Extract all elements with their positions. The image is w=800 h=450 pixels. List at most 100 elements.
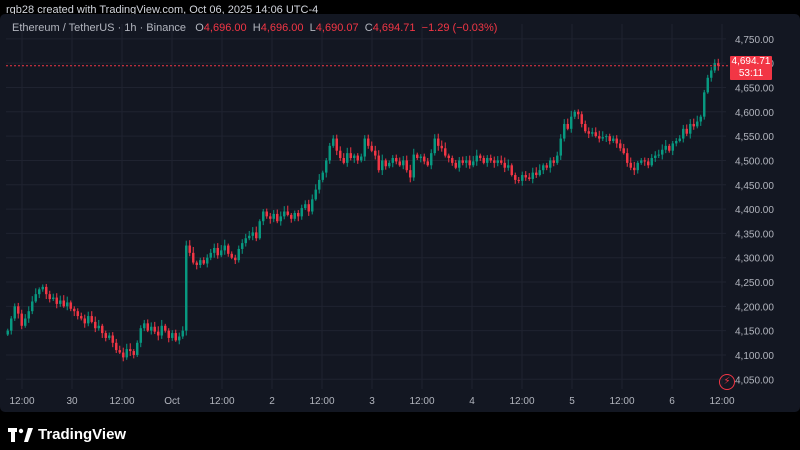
- candle-body: [405, 160, 408, 171]
- candle-body: [244, 238, 247, 244]
- candle-body: [654, 155, 657, 159]
- candle-body: [45, 286, 48, 295]
- candle-body: [132, 351, 135, 355]
- last-price-tag: 4,694.71 53:11: [730, 56, 772, 80]
- x-tick-label: 12:00: [509, 396, 534, 407]
- open-value: 4,696.00: [203, 22, 247, 34]
- candle-body: [580, 114, 583, 124]
- candle-body: [353, 155, 356, 159]
- candle-body: [241, 243, 244, 249]
- lightning-icon[interactable]: ⚡: [719, 374, 735, 390]
- candle-body: [311, 199, 314, 212]
- candle-body: [619, 143, 622, 149]
- candle-body: [150, 326, 153, 331]
- candle-body: [430, 153, 433, 166]
- candle-body: [269, 216, 272, 219]
- close-key: C: [364, 22, 373, 34]
- candle-body: [41, 286, 44, 290]
- candle-body: [38, 289, 41, 295]
- candle-body: [566, 123, 569, 129]
- x-tick-label: 6: [669, 396, 675, 407]
- chart-grid: [6, 24, 726, 389]
- candle-body: [538, 170, 541, 176]
- candle-body: [664, 145, 667, 150]
- candle-body: [395, 158, 398, 162]
- candle-body: [297, 212, 300, 217]
- candle-body: [521, 175, 524, 181]
- candle-body: [468, 160, 471, 166]
- x-tick-label: 12:00: [109, 396, 134, 407]
- x-tick-label: 3: [369, 396, 375, 407]
- low-value: 4,690.07: [315, 22, 359, 34]
- candle-body: [143, 323, 146, 329]
- candle-body: [465, 160, 468, 163]
- candle-body: [486, 158, 489, 163]
- tradingview-footer: TradingView: [8, 424, 126, 446]
- candle-body: [629, 162, 632, 168]
- candle-body: [185, 245, 188, 331]
- candle-body: [594, 132, 597, 137]
- candle-body: [188, 245, 191, 253]
- candle-body: [552, 160, 555, 163]
- x-tick-label: 5: [569, 396, 575, 407]
- candle-body: [325, 160, 328, 173]
- candle-body: [307, 204, 310, 212]
- candle-body: [451, 158, 454, 163]
- candle-body: [90, 316, 93, 322]
- candles: [6, 58, 720, 362]
- chart-panel[interactable]: 4,050.00 4,100.00 4,150.00 4,200.00 4,250.00…: [0, 14, 800, 412]
- candle-body: [237, 248, 240, 261]
- candle-body: [13, 306, 16, 319]
- candle-body: [458, 160, 461, 168]
- candle-body: [286, 211, 289, 215]
- candle-body: [514, 175, 517, 180]
- y-tick-label: 4,250.00: [735, 278, 774, 289]
- y-tick-label: 4,200.00: [735, 302, 774, 313]
- candle-body: [171, 333, 174, 338]
- candle-body: [612, 138, 615, 141]
- candle-body: [556, 155, 559, 163]
- y-tick-label: 4,350.00: [735, 229, 774, 240]
- y-tick-label: 4,650.00: [735, 83, 774, 94]
- candle-body: [605, 136, 608, 138]
- candle-body: [125, 349, 128, 358]
- candle-body: [146, 323, 149, 331]
- candle-body: [234, 257, 237, 261]
- top-bar: rgb28 created with TradingView.com, Oct …: [0, 0, 800, 20]
- candle-body: [248, 235, 251, 239]
- bar-countdown: 53:11: [738, 68, 764, 79]
- candle-body: [272, 213, 275, 219]
- candle-body: [584, 123, 587, 132]
- candle-body: [48, 294, 51, 300]
- candle-body: [360, 156, 363, 161]
- candle-body: [496, 160, 499, 163]
- y-tick-label: 4,450.00: [735, 181, 774, 192]
- candle-body: [461, 160, 464, 163]
- x-tick-label: 12:00: [409, 396, 434, 407]
- candle-body: [374, 150, 377, 156]
- candle-body: [416, 154, 419, 159]
- candle-body: [178, 336, 181, 341]
- candle-body: [346, 153, 349, 163]
- candle-body: [265, 211, 268, 217]
- candle-body: [643, 160, 646, 162]
- candle-body: [10, 318, 13, 331]
- candle-body: [227, 245, 230, 254]
- candle-body: [507, 165, 510, 168]
- candle-body: [255, 232, 258, 239]
- candle-body: [76, 311, 79, 317]
- y-tick-label: 4,100.00: [735, 351, 774, 362]
- candle-body: [626, 153, 629, 163]
- candle-body: [34, 294, 37, 302]
- time-axis: 12:00 30 12:00 Oct 12:00 2 12:00 3 12:00 4 12:00 5 1…: [9, 396, 734, 407]
- candle-body: [97, 325, 100, 329]
- x-tick-label: 12:00: [9, 396, 34, 407]
- candle-body: [650, 158, 653, 166]
- candlestick-chart[interactable]: 4,050.00 4,100.00 4,150.00 4,200.00 4,250.00…: [0, 14, 800, 412]
- brand-name: TradingView: [38, 426, 127, 443]
- candle-body: [6, 330, 9, 335]
- candle-body: [167, 330, 170, 338]
- y-tick-label: 4,550.00: [735, 132, 774, 143]
- candle-body: [332, 138, 335, 146]
- candle-body: [223, 245, 226, 251]
